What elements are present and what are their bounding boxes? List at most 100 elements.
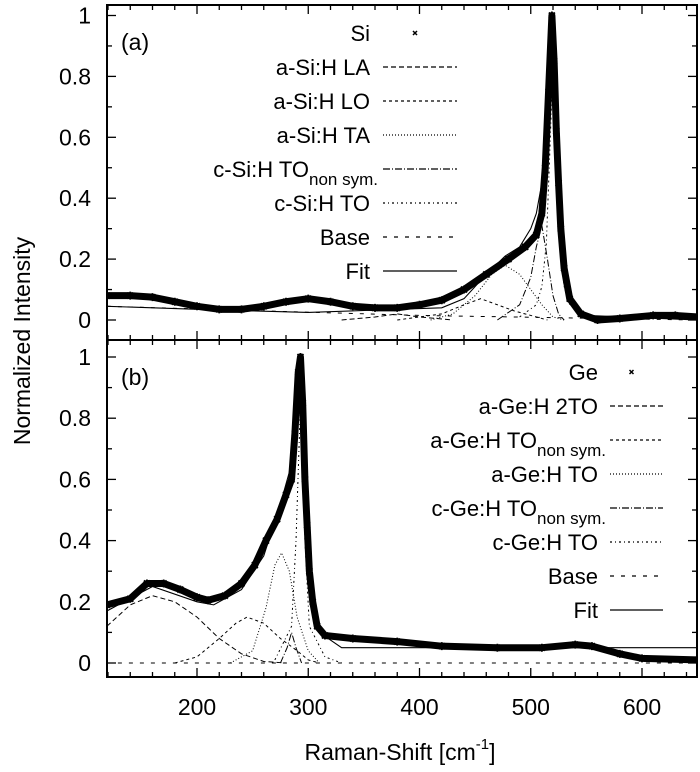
- legend-label-base: Base: [548, 564, 598, 589]
- legend-marker-si: [412, 30, 418, 36]
- legend-marker-ge: [628, 369, 635, 375]
- data-point-si: [538, 209, 546, 218]
- x-tick-label: 600: [623, 694, 661, 720]
- series-c-si-h-to-non-sym: [497, 225, 565, 321]
- data-point-si: [544, 87, 553, 96]
- y-tick-label: 0.4: [59, 185, 91, 211]
- data-point-si: [171, 297, 179, 306]
- y-tick-label: 0.8: [59, 63, 91, 89]
- legend-label-c-ge-h-to: c-Ge:H TO: [492, 530, 598, 555]
- data-point-si: [438, 296, 446, 305]
- legend-label-a-si-h-la: a-Si:H LA: [276, 55, 370, 80]
- data-point-si: [552, 127, 560, 136]
- legend-label-base: Base: [320, 225, 370, 250]
- panel-a: 0 0.2 0.4 0.6 0.8 1 (a) Si a-Si:H LA a-Si:H LO a-S…: [59, 3, 698, 341]
- legend-label-c-si-h-to-non-sym: c-Si:H TOnon sym.: [213, 157, 378, 189]
- x-axis-title: Raman-Shift [cm-1]: [305, 736, 496, 765]
- legend-label-fit: Fit: [346, 259, 370, 284]
- data-point-si: [460, 285, 468, 294]
- data-point-si: [548, 11, 556, 20]
- legend-label-subscript: non sym.: [537, 509, 606, 528]
- x-tick-label: 200: [178, 694, 216, 720]
- series-base: [107, 305, 697, 321]
- y-tick-label: 0.6: [59, 466, 91, 492]
- y-axis-title: Normalized Intensity: [9, 236, 35, 445]
- y-tick-label: 1: [78, 344, 91, 370]
- y-tick-label: 0.2: [59, 589, 91, 615]
- x-axis-title-close: ]: [489, 739, 495, 765]
- legend-label-ge: Ge: [569, 360, 598, 385]
- series-ge-trace: [107, 353, 697, 664]
- series-si-trace: [107, 12, 697, 324]
- data-point-ge: [287, 475, 296, 484]
- panel-frame: [106, 339, 698, 678]
- series-fit: [107, 356, 697, 649]
- panel-frame: [106, 4, 698, 341]
- data-point-si: [148, 293, 157, 302]
- data-point-si: [593, 316, 602, 324]
- series-c-ge-h-to: [274, 402, 342, 664]
- legend-label-fit: Fit: [574, 598, 598, 623]
- data-point-si: [326, 297, 335, 306]
- plot-area: [107, 11, 697, 324]
- data-point-ge: [176, 585, 184, 594]
- legend-label-subscript: non sym.: [537, 441, 606, 460]
- series-a-ge-h-2to: [107, 595, 287, 664]
- data-point-si: [304, 294, 312, 303]
- legend-label-subscript: non sym.: [309, 170, 378, 189]
- data-point-si: [126, 291, 134, 300]
- data-point-si: [415, 300, 424, 309]
- legend-label-a-ge-h-to: a-Ge:H TO: [491, 462, 598, 487]
- legend-label-a-ge-h-to-non-sym: a-Ge:H TOnon sym.: [430, 428, 606, 460]
- legend-label-si: Si: [350, 21, 370, 46]
- series-a-ge-h-to-non-sym: [174, 616, 320, 664]
- panel-label: (b): [121, 364, 149, 390]
- data-point-ge: [159, 579, 168, 588]
- y-tick-label: 1: [78, 3, 91, 29]
- plot-area: [107, 353, 697, 664]
- y-tick-label: 0.4: [59, 528, 91, 554]
- data-point-si: [532, 230, 540, 239]
- data-point-si: [521, 242, 529, 251]
- data-point-ge: [237, 579, 246, 588]
- y-tick-label: 0.8: [59, 405, 91, 431]
- data-point-ge: [107, 600, 111, 609]
- x-axis-title-main: Raman-Shift [cm: [305, 739, 476, 765]
- series-fit: [107, 15, 697, 321]
- y-tick-label: 0: [78, 307, 91, 333]
- legend-label-a-ge-h-2to: a-Ge:H 2TO: [479, 394, 598, 419]
- legend-label-main: c-Ge:H TO: [431, 496, 537, 521]
- legend-label-a-si-h-ta: a-Si:H TA: [277, 123, 371, 148]
- series-c-ge-h-to-non-sym: [279, 630, 303, 664]
- legend-label-a-si-h-lo: a-Si:H LO: [273, 89, 370, 114]
- legend-label-c-ge-h-to-non-sym: c-Ge:H TOnon sym.: [431, 496, 606, 528]
- panel-b: 0 0.2 0.4 0.6 0.8 1 200 300 400 500 600 (b) Ge a-Ge:H…: [59, 339, 698, 720]
- data-point-ge: [193, 593, 201, 602]
- data-point-si: [349, 302, 357, 311]
- data-point-si: [671, 311, 680, 320]
- series-a-si-h-lo: [397, 298, 548, 321]
- legend-label-main: c-Si:H TO: [213, 157, 309, 182]
- data-point-ge: [393, 637, 401, 646]
- data-point-si: [237, 305, 246, 314]
- data-point-si: [282, 297, 290, 306]
- data-point-ge: [204, 596, 212, 605]
- data-point-ge: [143, 579, 151, 588]
- y-tick-label: 0.6: [59, 124, 91, 150]
- data-point-si: [504, 255, 513, 264]
- data-point-ge: [349, 634, 357, 643]
- data-point-ge: [305, 567, 313, 576]
- panel-label: (a): [121, 29, 149, 55]
- data-point-ge: [693, 655, 697, 664]
- legend-label-main: a-Ge:H TO: [430, 428, 537, 453]
- legend-label-c-si-h-to: c-Si:H TO: [274, 191, 370, 216]
- series-a-si-h-la: [341, 313, 453, 321]
- data-point-ge: [616, 649, 624, 658]
- y-tick-label: 0.2: [59, 246, 91, 272]
- data-point-si: [260, 302, 268, 311]
- data-point-ge: [638, 654, 646, 663]
- data-point-si: [107, 291, 111, 300]
- data-point-ge: [303, 521, 311, 530]
- x-axis-title-superscript: -1: [476, 736, 489, 753]
